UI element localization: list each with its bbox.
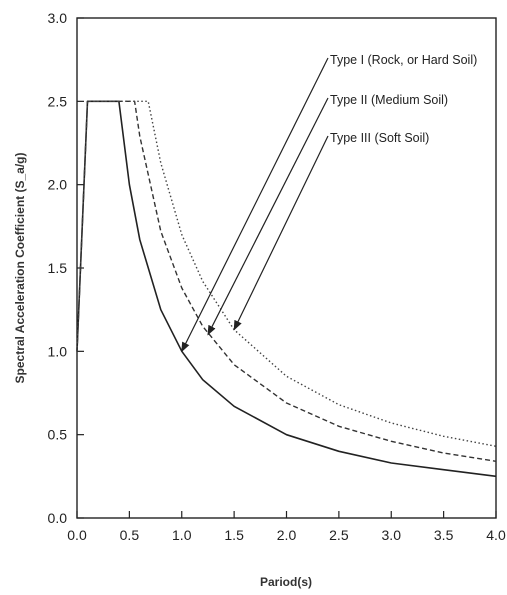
annotation-arrow-1 bbox=[181, 57, 329, 353]
x-tick-label: 4.0 bbox=[486, 527, 506, 543]
x-tick-label: 0.5 bbox=[120, 527, 140, 543]
y-axis-title: Spectral Acceleration Coefficient (S_a/g… bbox=[13, 153, 27, 384]
annotation-label-1: Type I (Rock, or Hard Soil) bbox=[330, 53, 477, 67]
x-tick-label: 1.5 bbox=[224, 527, 244, 543]
x-axis-title: Pariod(s) bbox=[260, 575, 312, 589]
annotation-label-3: Type III (Soft Soil) bbox=[330, 131, 429, 145]
series-line-1 bbox=[76, 100, 497, 478]
annotation-arrow-3 bbox=[233, 135, 329, 331]
x-tick-label: 3.0 bbox=[382, 527, 402, 543]
series-line-3 bbox=[76, 100, 497, 447]
y-tick-label: 1.5 bbox=[48, 260, 68, 276]
series-line-2 bbox=[76, 100, 497, 462]
y-tick-label: 3.0 bbox=[48, 10, 68, 26]
annotation-arrow-2 bbox=[207, 97, 329, 336]
y-tick-label: 2.5 bbox=[48, 93, 68, 109]
y-tick-label: 0.0 bbox=[48, 510, 68, 526]
x-tick-label: 1.0 bbox=[172, 527, 192, 543]
x-tick-label: 3.5 bbox=[434, 527, 454, 543]
x-axis-ticks: 0.0 0.5 1.0 1.5 2.0 2.5 3.0 3.5 4.0 bbox=[67, 511, 506, 543]
series-layer bbox=[76, 100, 497, 478]
x-tick-label: 2.0 bbox=[277, 527, 297, 543]
y-axis-ticks: 0.0 0.5 1.0 1.5 2.0 2.5 3.0 bbox=[48, 10, 84, 526]
x-tick-label: 0.0 bbox=[67, 527, 87, 543]
y-tick-label: 2.0 bbox=[48, 177, 68, 193]
annotation-label-2: Type II (Medium Soil) bbox=[330, 93, 448, 107]
x-tick-label: 2.5 bbox=[329, 527, 349, 543]
y-tick-label: 1.0 bbox=[48, 343, 68, 359]
y-tick-label: 0.5 bbox=[48, 427, 68, 443]
annotation-layer: Type I (Rock, or Hard Soil) Type II (Medi… bbox=[181, 53, 477, 353]
